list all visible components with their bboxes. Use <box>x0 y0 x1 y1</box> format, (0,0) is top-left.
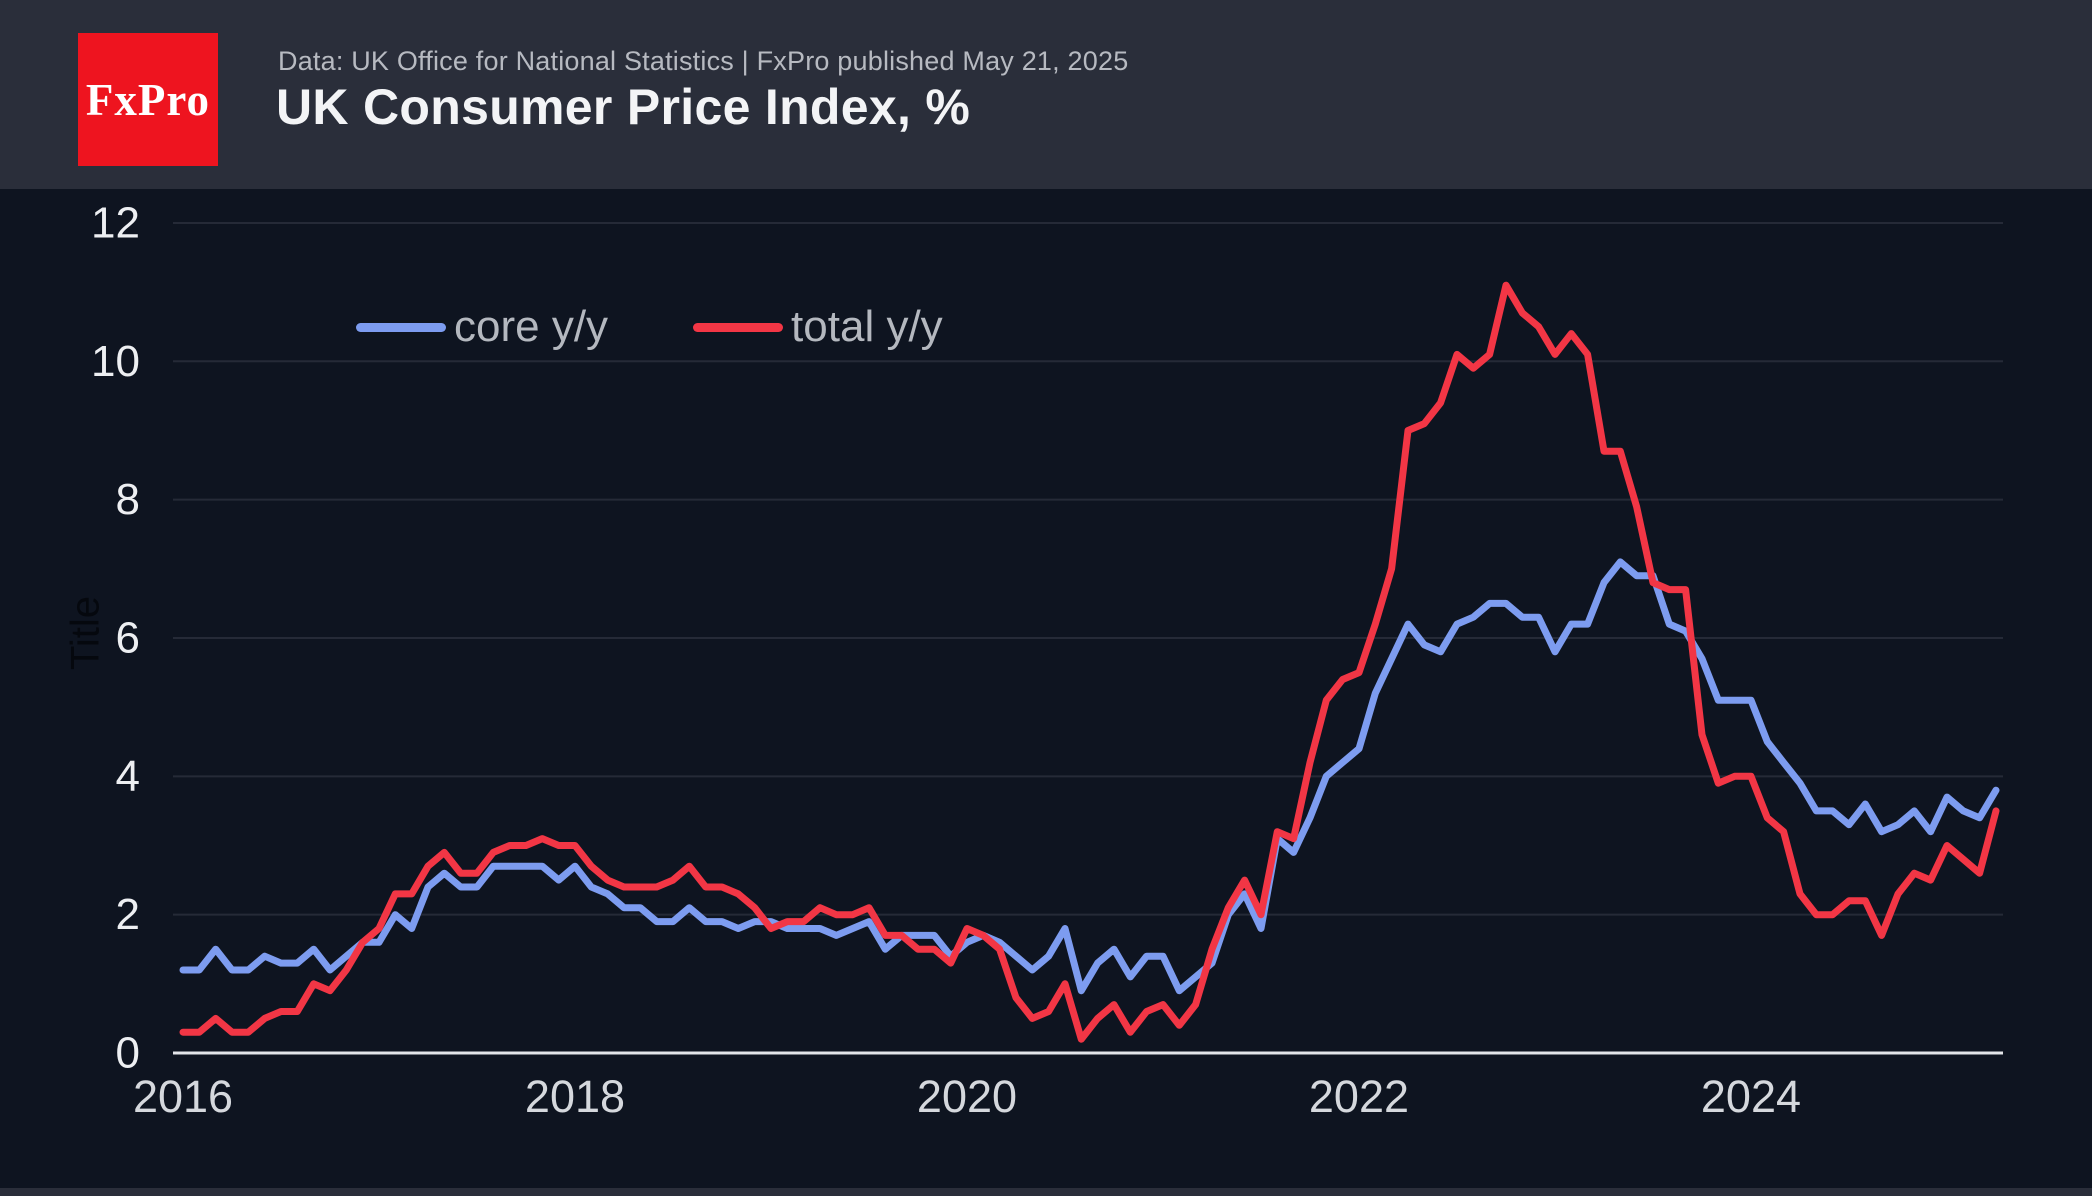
fxpro-logo-text: FxPro <box>85 74 211 125</box>
core-line-swatch-icon <box>356 322 446 332</box>
chart-legend: core y/y total y/y <box>356 301 943 353</box>
chart-source-subtitle: Data: UK Office for National Statistics … <box>278 46 1129 76</box>
y-tick-label: 2 <box>116 890 140 939</box>
y-tick-label: 8 <box>116 475 140 524</box>
chart-title: UK Consumer Price Index, % <box>276 79 971 135</box>
y-axis-title: Title <box>63 595 108 671</box>
y-tick-label: 4 <box>116 752 140 801</box>
x-tick-label: 2018 <box>525 1071 625 1122</box>
y-tick-label: 12 <box>91 198 140 247</box>
footer-band <box>0 1188 2092 1196</box>
header-band: FxPro Data: UK Office for National Stati… <box>0 0 2092 189</box>
legend-label-core: core y/y <box>454 302 609 351</box>
y-tick-label: 6 <box>116 613 140 662</box>
y-tick-label: 10 <box>91 337 140 386</box>
total-line <box>179 281 2000 1043</box>
x-tick-label: 2016 <box>133 1071 233 1122</box>
x-tick-label: 2022 <box>1309 1071 1409 1122</box>
fxpro-logo: FxPro <box>78 33 218 166</box>
x-tick-label: 2020 <box>917 1071 1017 1122</box>
legend-label-total: total y/y <box>791 302 943 351</box>
total-line-swatch-icon <box>693 322 784 332</box>
legend-item-total: total y/y <box>693 301 943 353</box>
x-tick-label: 2024 <box>1701 1071 1801 1122</box>
legend-item-core: core y/y <box>356 301 608 353</box>
y-tick-label: 0 <box>116 1029 140 1078</box>
